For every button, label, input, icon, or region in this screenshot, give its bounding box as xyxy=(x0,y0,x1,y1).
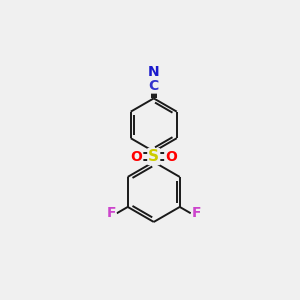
Text: N: N xyxy=(148,65,160,79)
Text: O: O xyxy=(165,150,177,164)
Text: S: S xyxy=(148,149,159,164)
Text: O: O xyxy=(130,150,142,164)
Text: F: F xyxy=(106,206,116,220)
Text: F: F xyxy=(192,206,201,220)
Text: C: C xyxy=(148,79,159,93)
